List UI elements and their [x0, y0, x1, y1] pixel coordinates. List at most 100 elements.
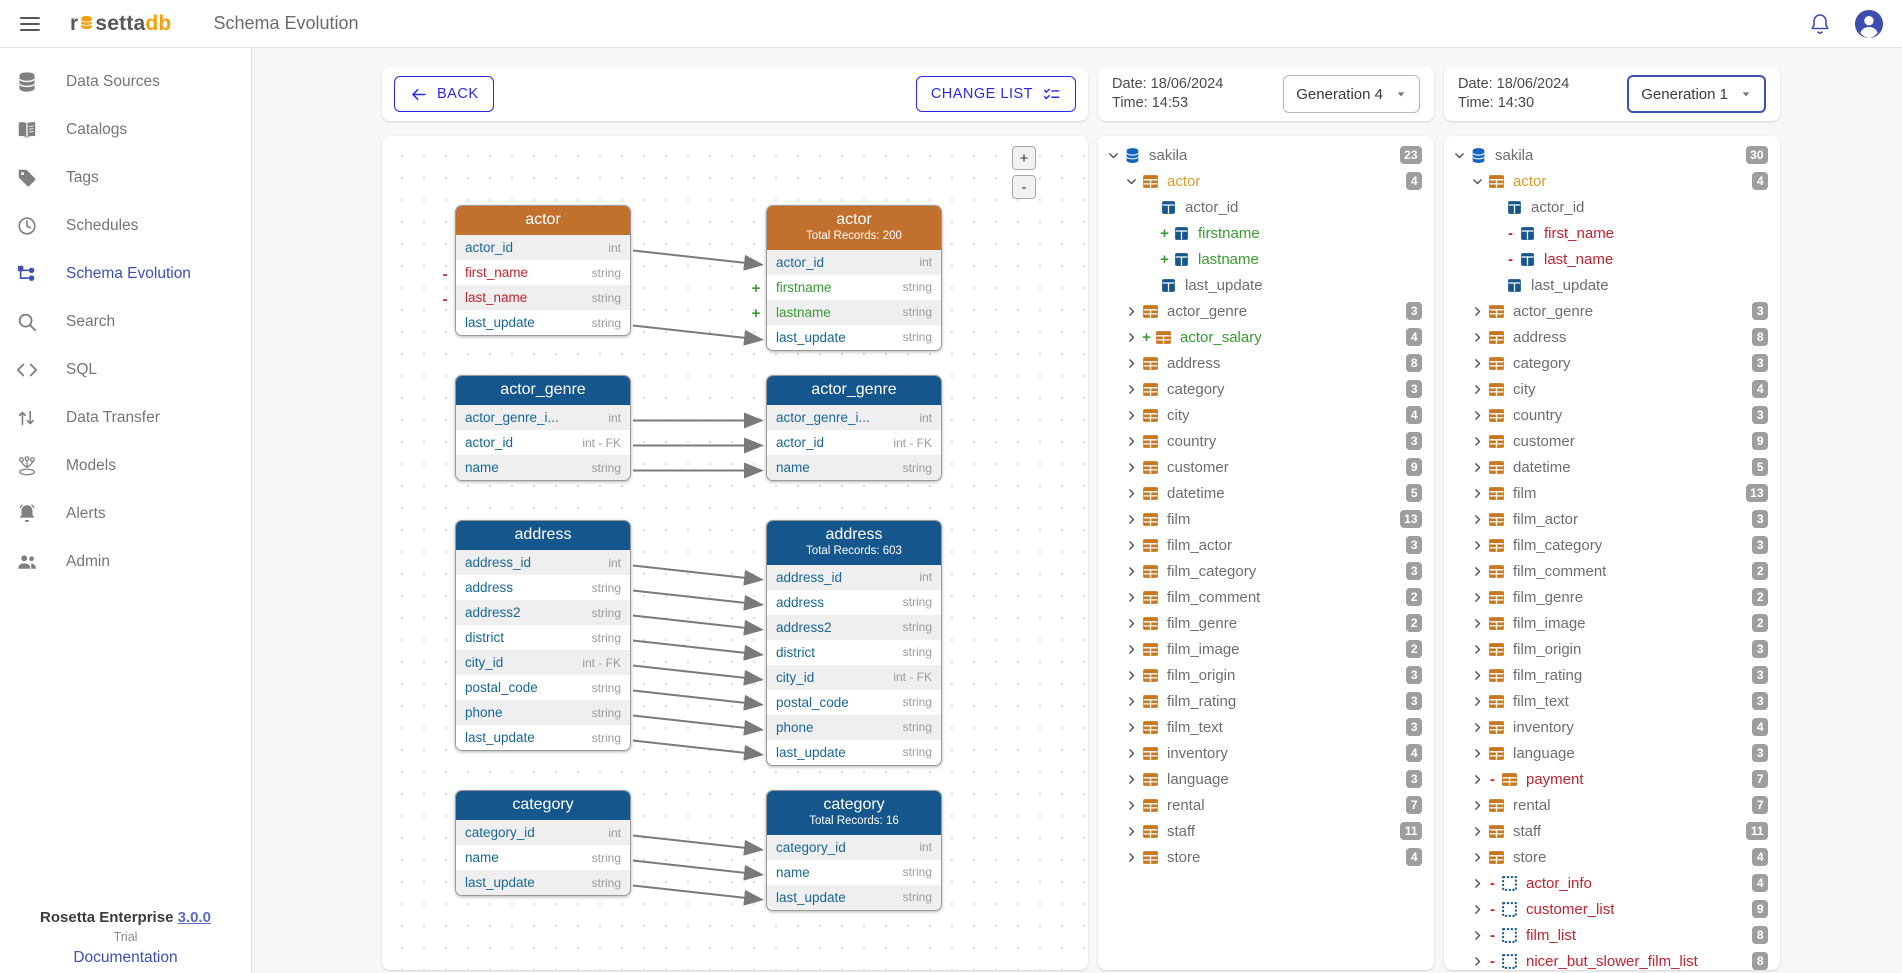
chevron-right-icon[interactable] — [1468, 901, 1486, 917]
tree-row-category[interactable]: category 3 — [1444, 350, 1780, 376]
chevron-right-icon[interactable] — [1468, 407, 1486, 423]
tree-row-film_actor[interactable]: film_actor 3 — [1444, 506, 1780, 532]
chevron-right-icon[interactable] — [1122, 355, 1140, 371]
tree-row-country[interactable]: country 3 — [1098, 428, 1434, 454]
chevron-right-icon[interactable] — [1122, 797, 1140, 813]
chevron-right-icon[interactable] — [1122, 381, 1140, 397]
chevron-right-icon[interactable] — [1468, 745, 1486, 761]
tree-row-actor_genre[interactable]: actor_genre 3 — [1098, 298, 1434, 324]
chevron-right-icon[interactable] — [1468, 797, 1486, 813]
chevron-right-icon[interactable] — [1468, 823, 1486, 839]
tree-row-actor_info[interactable]: - actor_info 4 — [1444, 870, 1780, 896]
chevron-right-icon[interactable] — [1468, 537, 1486, 553]
chevron-right-icon[interactable] — [1468, 693, 1486, 709]
change-list-button[interactable]: CHANGE LIST — [915, 76, 1076, 112]
chevron-right-icon[interactable] — [1468, 589, 1486, 605]
chevron-right-icon[interactable] — [1468, 771, 1486, 787]
tree-row-film_origin[interactable]: film_origin 3 — [1444, 636, 1780, 662]
chevron-right-icon[interactable] — [1122, 485, 1140, 501]
chevron-right-icon[interactable] — [1468, 381, 1486, 397]
chevron-right-icon[interactable] — [1468, 953, 1486, 969]
tree-row-actor_id[interactable]: actor_id — [1098, 194, 1434, 220]
chevron-right-icon[interactable] — [1122, 303, 1140, 319]
chevron-right-icon[interactable] — [1122, 771, 1140, 787]
diagram-table-category-left[interactable]: category category_id int name string last_upd… — [455, 790, 631, 897]
tree-row-last_update[interactable]: last_update — [1444, 272, 1780, 298]
tree-row-inventory[interactable]: inventory 4 — [1098, 740, 1434, 766]
tree-row-film_origin[interactable]: film_origin 3 — [1098, 662, 1434, 688]
diagram-table-actor_genre-left[interactable]: actor_genre actor_genre_i... int actor_id in… — [455, 375, 631, 482]
tree-row-film_rating[interactable]: film_rating 3 — [1444, 662, 1780, 688]
tree-row-actor[interactable]: actor 4 — [1444, 168, 1780, 194]
chevron-right-icon[interactable] — [1122, 537, 1140, 553]
chevron-right-icon[interactable] — [1468, 875, 1486, 891]
chevron-right-icon[interactable] — [1122, 589, 1140, 605]
tree-row-payment[interactable]: - payment 7 — [1444, 766, 1780, 792]
tree-row-first_name[interactable]: - first_name — [1444, 220, 1780, 246]
chevron-right-icon[interactable] — [1122, 459, 1140, 475]
chevron-right-icon[interactable] — [1122, 329, 1140, 345]
chevron-right-icon[interactable] — [1468, 459, 1486, 475]
chevron-down-icon[interactable] — [1450, 147, 1468, 163]
tree-row-film_comment[interactable]: film_comment 2 — [1444, 558, 1780, 584]
tree-row-store[interactable]: store 4 — [1098, 844, 1434, 870]
chevron-right-icon[interactable] — [1468, 667, 1486, 683]
tree-row-staff[interactable]: staff 11 — [1444, 818, 1780, 844]
tree-row-inventory[interactable]: inventory 4 — [1444, 714, 1780, 740]
chevron-right-icon[interactable] — [1122, 849, 1140, 865]
tree-row-datetime[interactable]: datetime 5 — [1444, 454, 1780, 480]
chevron-down-icon[interactable] — [1468, 173, 1486, 189]
tree-row-film_rating[interactable]: film_rating 3 — [1098, 688, 1434, 714]
chevron-down-icon[interactable] — [1104, 147, 1122, 163]
tree-row-store[interactable]: store 4 — [1444, 844, 1780, 870]
tree-row-film[interactable]: film 13 — [1098, 506, 1434, 532]
tree-row-last_name[interactable]: - last_name — [1444, 246, 1780, 272]
chevron-right-icon[interactable] — [1468, 485, 1486, 501]
tree-row-film[interactable]: film 13 — [1444, 480, 1780, 506]
schema-diagram-canvas[interactable]: + - actor actor_id int first_name string last… — [382, 136, 1088, 970]
generation-select[interactable]: Generation 4 — [1283, 75, 1420, 113]
tree-row-actor_salary[interactable]: + actor_salary 4 — [1098, 324, 1434, 350]
tree-row-category[interactable]: category 3 — [1098, 376, 1434, 402]
tree-row-sakila[interactable]: sakila 30 — [1444, 142, 1780, 168]
tree-row-address[interactable]: address 8 — [1444, 324, 1780, 350]
tree-row-actor_genre[interactable]: actor_genre 3 — [1444, 298, 1780, 324]
tree-row-film_genre[interactable]: film_genre 2 — [1098, 610, 1434, 636]
chevron-right-icon[interactable] — [1122, 667, 1140, 683]
chevron-right-icon[interactable] — [1122, 693, 1140, 709]
chevron-right-icon[interactable] — [1468, 329, 1486, 345]
tree-row-film_comment[interactable]: film_comment 2 — [1098, 584, 1434, 610]
zoom-out-button[interactable]: - — [1012, 175, 1036, 199]
chevron-right-icon[interactable] — [1468, 849, 1486, 865]
tree-row-country[interactable]: country 3 — [1444, 402, 1780, 428]
diagram-table-actor_genre-right[interactable]: actor_genre actor_genre_i... int actor_id in… — [766, 375, 942, 482]
chevron-right-icon[interactable] — [1468, 563, 1486, 579]
tree-row-city[interactable]: city 4 — [1444, 376, 1780, 402]
app-logo[interactable]: r setta db — [70, 12, 171, 36]
tree-row-film_category[interactable]: film_category 3 — [1444, 532, 1780, 558]
chevron-right-icon[interactable] — [1122, 615, 1140, 631]
sidebar-item-tags[interactable]: Tags — [0, 154, 251, 202]
version-link[interactable]: 3.0.0 — [177, 909, 211, 926]
chevron-right-icon[interactable] — [1122, 823, 1140, 839]
tree-row-film_image[interactable]: film_image 2 — [1098, 636, 1434, 662]
diagram-table-actor-right[interactable]: actor Total Records: 200 actor_id int firstn… — [766, 205, 942, 351]
notification-bell-icon[interactable] — [1808, 12, 1832, 36]
tree-row-customer[interactable]: customer 9 — [1098, 454, 1434, 480]
sidebar-item-data-sources[interactable]: Data Sources — [0, 58, 251, 106]
sidebar-item-admin[interactable]: Admin — [0, 538, 251, 586]
tree-row-actor[interactable]: actor 4 — [1098, 168, 1434, 194]
sidebar-item-schema-evolution[interactable]: Schema Evolution — [0, 250, 251, 298]
chevron-right-icon[interactable] — [1468, 641, 1486, 657]
tree-row-city[interactable]: city 4 — [1098, 402, 1434, 428]
tree-row-film_list[interactable]: - film_list 8 — [1444, 922, 1780, 948]
tree-row-film_image[interactable]: film_image 2 — [1444, 610, 1780, 636]
menu-icon[interactable] — [18, 12, 42, 36]
tree-row-nicer_but_slower_film_list[interactable]: - nicer_but_slower_film_list 8 — [1444, 948, 1780, 970]
tree-row-film_genre[interactable]: film_genre 2 — [1444, 584, 1780, 610]
chevron-right-icon[interactable] — [1122, 433, 1140, 449]
chevron-right-icon[interactable] — [1468, 511, 1486, 527]
diagram-table-address-right[interactable]: address Total Records: 603 address_id int ad… — [766, 520, 942, 766]
tree-row-firstname[interactable]: + firstname — [1098, 220, 1434, 246]
tree-row-language[interactable]: language 3 — [1444, 740, 1780, 766]
